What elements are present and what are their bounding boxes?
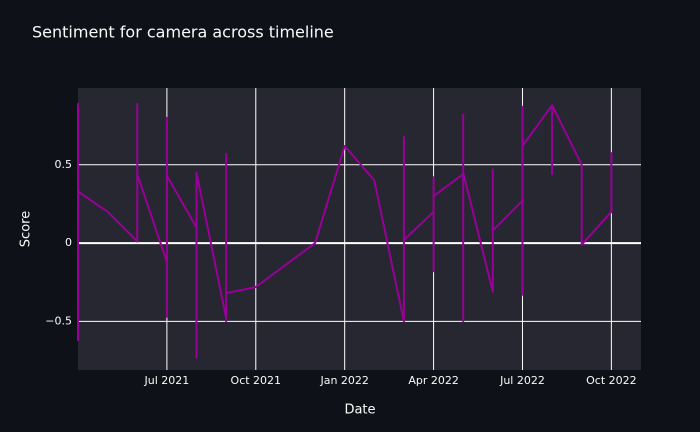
x-tick-label: Oct 2022: [586, 374, 637, 387]
x-tick-label: Jul 2021: [144, 374, 190, 387]
y-tick-label: 0.5: [55, 158, 73, 171]
y-tick-label: 0: [65, 236, 72, 249]
x-tick-label: Jul 2022: [499, 374, 545, 387]
y-axis-title: Score: [19, 211, 34, 247]
line: [77, 102, 613, 359]
x-tick-label: Jan 2022: [319, 374, 368, 387]
x-tick-label: Oct 2021: [231, 374, 282, 387]
chart-title: Sentiment for camera across timeline: [32, 23, 334, 42]
plot-area: [78, 88, 641, 370]
x-axis-title: Date: [344, 403, 375, 418]
y-tick-label: −0.5: [45, 314, 72, 327]
x-tick-label: Apr 2022: [408, 374, 459, 387]
